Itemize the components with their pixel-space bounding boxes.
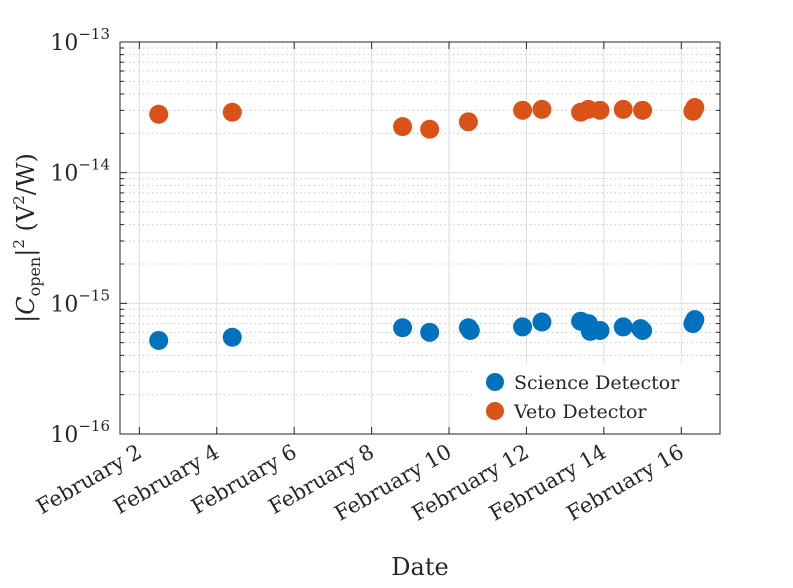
science-detector-point [532, 312, 552, 332]
data-points [149, 98, 705, 350]
legend-box [472, 364, 712, 426]
y-tick-exponent: −14 [78, 156, 110, 174]
veto-detector-point [590, 100, 610, 120]
veto-detector-point [149, 104, 169, 124]
veto-detector-point [458, 112, 478, 132]
science-detector-point [590, 320, 610, 340]
science-detector-point [685, 310, 705, 330]
science-detector-point [420, 322, 440, 342]
science-detector-point [149, 330, 169, 350]
science-detector-point [513, 317, 533, 337]
legend-label-science: Science Detector [514, 372, 680, 394]
y-tick-label: 10−15 [50, 286, 110, 317]
grid [120, 41, 720, 435]
y-tick-exponent: −16 [78, 417, 110, 435]
plot-frame [119, 41, 721, 435]
y-label-abs-close: | [12, 249, 41, 257]
y-tick-base: 10 [50, 423, 78, 448]
science-detector-point [222, 327, 242, 347]
x-axis-label: Date [391, 553, 448, 581]
y-label-power: 2 [10, 239, 28, 249]
veto-detector-point [532, 99, 552, 119]
y-tick-label: 10−16 [50, 417, 110, 448]
veto-detector-point [222, 102, 242, 122]
veto-detector-point [420, 119, 440, 139]
y-label-subscript: open [25, 257, 44, 297]
veto-detector-point [513, 100, 533, 120]
y-label-units-open: (V [12, 204, 40, 239]
y-label-units-close: /W) [12, 153, 40, 195]
y-tick-label: 10−13 [50, 25, 110, 56]
veto-detector-point [393, 117, 413, 137]
y-label-units-power: 2 [10, 195, 28, 205]
science-detector-point [613, 317, 633, 337]
legend-marker-science [486, 373, 504, 391]
y-label-abs-open: | [12, 315, 41, 323]
science-detector-point [633, 320, 653, 340]
legend-label-veto: Veto Detector [513, 401, 647, 423]
legend: Science Detector Veto Detector [472, 364, 712, 426]
legend-marker-veto [486, 402, 504, 420]
y-label-symbol: C [12, 296, 40, 314]
y-tick-exponent: −13 [78, 25, 110, 43]
y-tick-base: 10 [50, 162, 78, 187]
veto-detector-point [613, 99, 633, 119]
y-axis-label: |Copen|2 (V2/W) [10, 153, 44, 323]
science-detector-point [460, 320, 480, 340]
veto-detector-point [685, 98, 705, 118]
y-tick-base: 10 [50, 31, 78, 56]
science-detector-point [393, 318, 413, 338]
veto-detector-point [633, 100, 653, 120]
y-tick-base: 10 [50, 292, 78, 317]
y-tick-label: 10−14 [50, 156, 110, 187]
y-tick-exponent: −15 [78, 286, 110, 304]
